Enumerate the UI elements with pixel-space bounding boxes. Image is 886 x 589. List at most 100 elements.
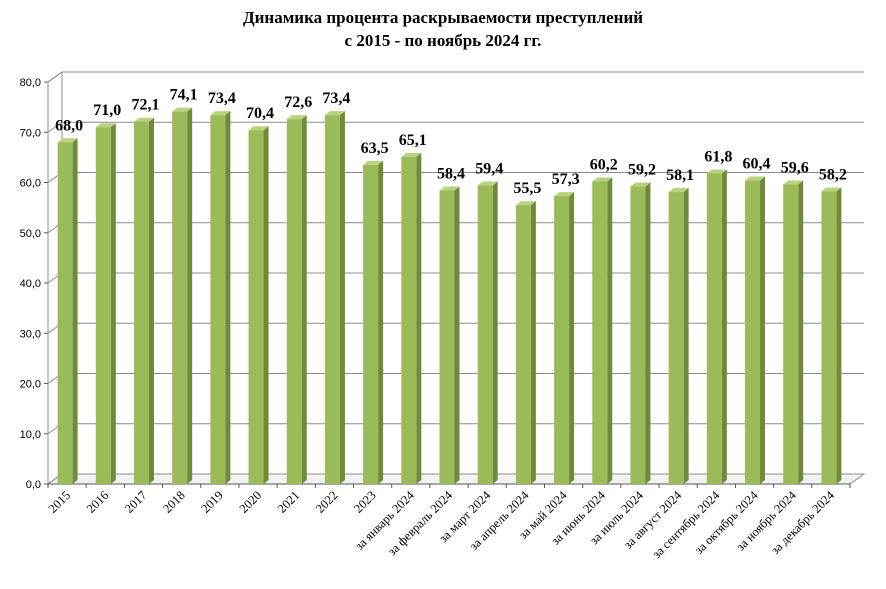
bar-5 (248, 130, 264, 485)
bar-top-9 (401, 152, 422, 157)
bar-top-7 (324, 111, 345, 116)
value-label-4: 73,4 (208, 90, 236, 107)
value-label-14: 60,2 (590, 156, 618, 173)
bar-side-13 (569, 192, 575, 484)
category-label-3: 2018 (160, 488, 188, 516)
bar-side-12 (530, 201, 536, 485)
value-label-2: 72,1 (131, 97, 159, 114)
bar-top-19 (783, 180, 804, 185)
value-label-13: 57,3 (552, 171, 580, 188)
value-label-20: 58,2 (819, 167, 847, 184)
bar-2 (133, 121, 149, 484)
bar-top-20 (821, 187, 842, 192)
bar-top-18 (745, 176, 766, 181)
value-label-3: 74,1 (170, 87, 198, 104)
bar-20 (821, 191, 837, 485)
bar-15 (630, 186, 646, 484)
bar-side-3 (187, 107, 193, 485)
category-label-4: 2019 (198, 488, 226, 516)
bar-side-1 (110, 123, 116, 484)
bar-9 (401, 156, 417, 484)
y-tick-label: 80,0 (20, 77, 41, 89)
y-tick-label: 10,0 (20, 429, 41, 441)
bar-top-17 (706, 169, 727, 174)
chart-title-line2: с 2015 - по ноябрь 2024 гг. (344, 31, 542, 50)
bar-side-7 (339, 111, 345, 484)
bar-17 (706, 173, 722, 484)
bar-side-0 (72, 138, 78, 485)
y-tick-label: 30,0 (20, 328, 41, 340)
bar-8 (363, 164, 379, 484)
category-label-8: 2023 (351, 488, 379, 516)
bar-13 (554, 196, 570, 484)
bar-4 (210, 115, 226, 484)
bar-side-19 (798, 180, 804, 484)
category-label-17: за сентябрь 2024 (650, 488, 723, 561)
bar-top-6 (286, 115, 307, 120)
bar-side-16 (683, 188, 689, 485)
bar-top-10 (439, 186, 460, 191)
bar-top-2 (133, 117, 154, 122)
bar-side-9 (416, 152, 422, 484)
bar-side-14 (607, 177, 613, 484)
chart-title-line1: Динамика процента раскрываемости преступ… (242, 8, 644, 27)
y-tick-label: 0,0 (26, 479, 41, 491)
value-label-12: 55,5 (513, 180, 541, 197)
bar-side-11 (492, 181, 498, 484)
bar-side-6 (301, 115, 307, 484)
bar-18 (745, 180, 761, 485)
bar-top-1 (95, 123, 116, 128)
value-label-17: 61,8 (704, 148, 732, 165)
category-label-6: 2021 (275, 488, 303, 516)
bar-6 (286, 119, 302, 484)
bar-side-5 (263, 126, 269, 485)
bar-12 (515, 205, 531, 485)
y-tick-label: 40,0 (20, 278, 41, 290)
category-label-5: 2020 (237, 488, 265, 516)
bar-0 (57, 142, 73, 485)
bar-top-12 (515, 201, 536, 206)
bar-7 (324, 115, 340, 484)
bar-top-15 (630, 182, 651, 187)
bar-side-18 (760, 176, 766, 485)
value-label-10: 58,4 (437, 166, 465, 183)
bar-3 (172, 111, 188, 485)
bar-11 (477, 185, 493, 484)
bar-top-16 (668, 188, 689, 193)
category-label-0: 2015 (46, 488, 74, 516)
category-label-1: 2016 (84, 488, 112, 516)
bar-top-5 (248, 126, 269, 131)
bar-19 (783, 184, 799, 484)
value-label-18: 60,4 (743, 155, 771, 172)
value-label-0: 68,0 (55, 117, 83, 134)
bar-top-3 (172, 107, 193, 112)
bar-10 (439, 190, 455, 485)
y-tick-label: 60,0 (20, 178, 41, 190)
y-tick-label: 70,0 (20, 127, 41, 139)
value-label-15: 59,2 (628, 162, 656, 179)
category-label-2: 2017 (122, 488, 150, 516)
bar-14 (592, 181, 608, 484)
bar-top-14 (592, 177, 613, 182)
value-label-1: 71,0 (93, 102, 121, 119)
value-label-16: 58,1 (666, 167, 694, 184)
bar-top-11 (477, 181, 498, 186)
bar-side-15 (645, 182, 651, 484)
value-label-11: 59,4 (475, 161, 503, 178)
bar-side-10 (454, 186, 460, 485)
bar-top-13 (554, 192, 575, 197)
bar-16 (668, 192, 684, 485)
y-tick-label: 20,0 (20, 379, 41, 391)
bar-side-8 (378, 160, 384, 484)
value-label-5: 70,4 (246, 105, 274, 122)
bar-top-8 (363, 160, 384, 165)
chart-bars (57, 107, 842, 485)
bar-top-0 (57, 138, 78, 143)
value-label-6: 72,6 (284, 94, 312, 111)
bar-side-20 (836, 187, 842, 485)
bar-1 (95, 127, 111, 484)
category-label-7: 2022 (313, 488, 341, 516)
y-axis-line (47, 71, 63, 484)
bar-side-2 (148, 117, 154, 484)
